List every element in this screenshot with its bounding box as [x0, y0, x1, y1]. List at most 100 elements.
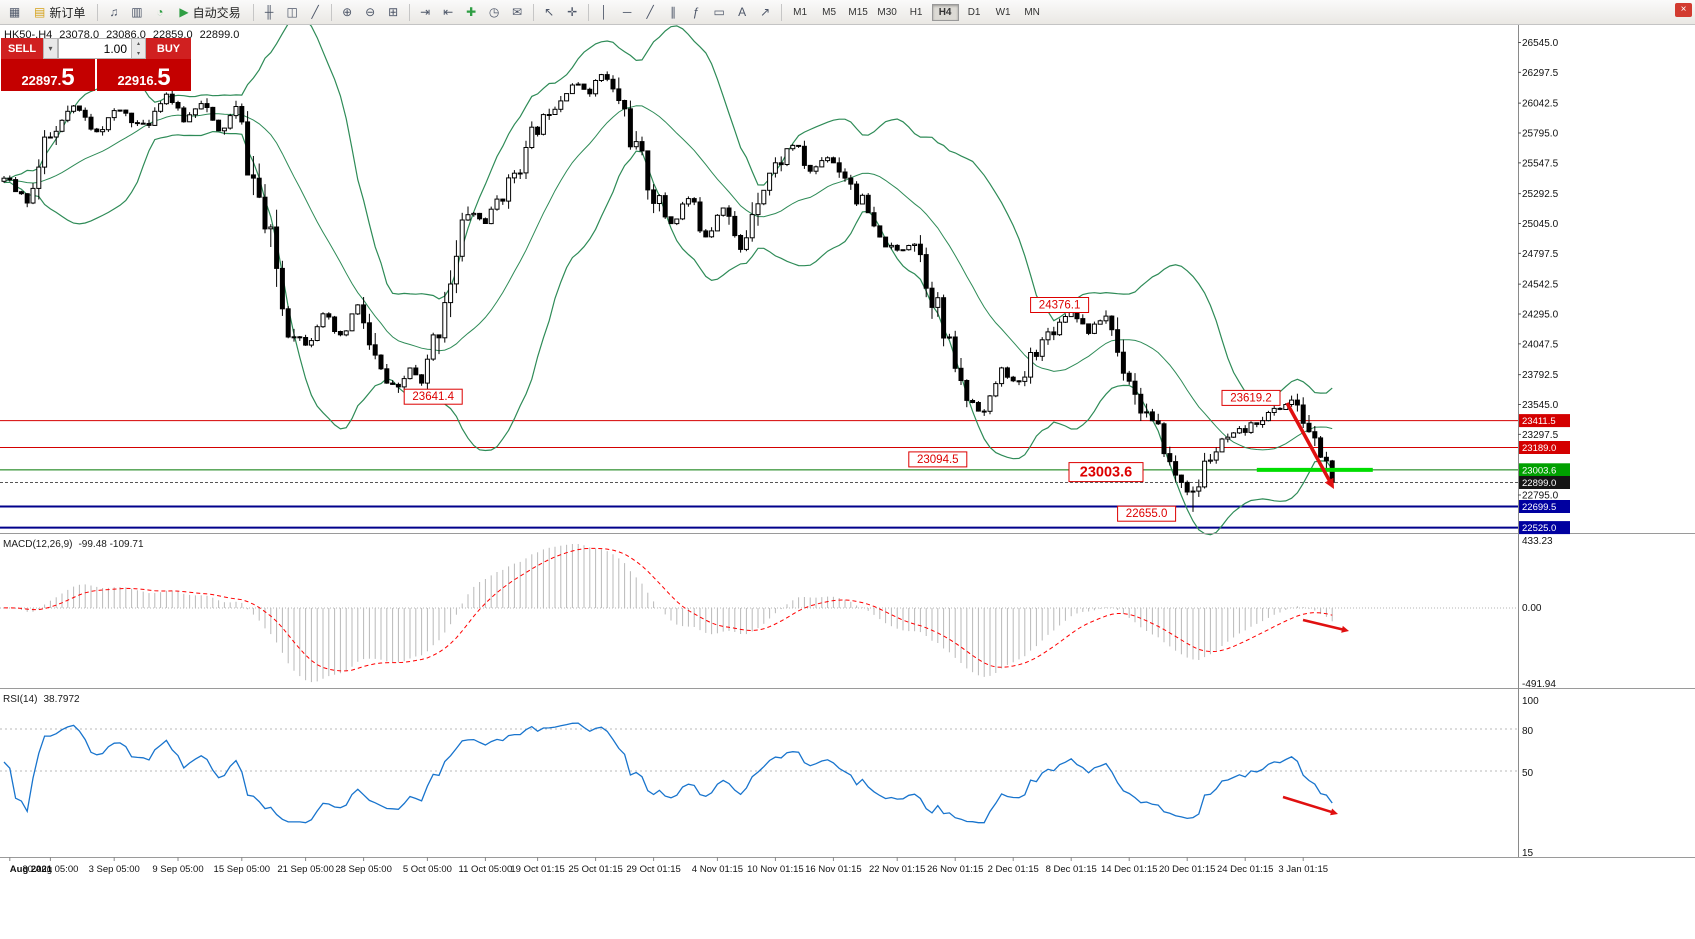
toolbar: ▦ ▤ 新订单 ♫ ▥ ◔ ▶ 自动交易 ╫ ◫ ╱ ⊕ ⊖ ⊞ ⇥ ⇤ ✚ ◷ ✉ ↖ ✛ │ ─ ╱ ∥ ƒ ▭ A ↗ M1 M5 M1… — [0, 0, 1695, 25]
svg-text:30 Aug 05:00: 30 Aug 05:00 — [22, 864, 78, 875]
chart-shift-icon[interactable]: ⇤ — [443, 5, 454, 19]
price-annotation — [1068, 462, 1144, 483]
line-chart-icon[interactable]: ╱ — [311, 5, 319, 19]
auto-scroll-icon[interactable]: ⇥ — [420, 5, 431, 19]
equidistant-channel-icon[interactable]: ∥ — [670, 5, 677, 19]
volume-down-icon[interactable]: ▾ — [136, 50, 140, 57]
volume-input[interactable] — [58, 38, 132, 59]
trendline-icon[interactable]: ╱ — [646, 5, 654, 19]
bar-chart-icon[interactable]: ╫ — [264, 5, 274, 19]
svg-text:11 Oct 05:00: 11 Oct 05:00 — [459, 864, 513, 875]
candlesticks — [1, 71, 1335, 512]
svg-text:3 Sep 05:00: 3 Sep 05:00 — [89, 864, 140, 875]
tile-windows-icon[interactable]: ⊞ — [388, 5, 399, 19]
svg-text:4 Nov 01:15: 4 Nov 01:15 — [692, 864, 743, 875]
svg-text:19 Oct 01:15: 19 Oct 01:15 — [510, 864, 564, 875]
svg-text:23619.2: 23619.2 — [1230, 392, 1272, 404]
svg-text:23003.6: 23003.6 — [1080, 465, 1132, 481]
timeframe-m30[interactable]: M30 — [877, 6, 897, 18]
svg-text:23189.0: 23189.0 — [1522, 443, 1556, 454]
svg-text:2 Dec 01:15: 2 Dec 01:15 — [988, 864, 1039, 875]
svg-text:29 Oct 01:15: 29 Oct 01:15 — [626, 864, 680, 875]
svg-text:3 Jan 01:15: 3 Jan 01:15 — [1278, 864, 1328, 875]
order-type-dropdown[interactable]: ▾ — [43, 38, 58, 59]
speaker-icon[interactable]: ♫ — [109, 5, 119, 19]
svg-text:26545.0: 26545.0 — [1522, 38, 1559, 49]
svg-text:28 Sep 05:00: 28 Sep 05:00 — [335, 864, 392, 875]
axis-price-badge — [1519, 463, 1570, 477]
zoom-in-icon[interactable]: ⊕ — [342, 5, 353, 19]
svg-text:23411.5: 23411.5 — [1522, 416, 1556, 427]
price-annotation — [1221, 389, 1281, 406]
window-close-button[interactable]: × — [1675, 3, 1692, 17]
auto-trading-button[interactable]: ▶ 自动交易 — [172, 3, 247, 22]
toolbar-separator — [252, 3, 254, 21]
buy-price-display[interactable]: 22916. 5 — [97, 59, 191, 91]
timeframe-d1[interactable]: D1 — [967, 6, 981, 18]
svg-text:15 Sep 05:00: 15 Sep 05:00 — [214, 864, 271, 875]
timeframe-h1[interactable]: H1 — [909, 6, 923, 18]
svg-text:10 Nov 01:15: 10 Nov 01:15 — [747, 864, 804, 875]
new-order-button[interactable]: ▤ 新订单 — [27, 3, 92, 22]
svg-text:22525.0: 22525.0 — [1522, 523, 1556, 534]
arrow-objects-icon[interactable]: ↗ — [760, 5, 771, 19]
svg-text:25795.0: 25795.0 — [1522, 129, 1559, 140]
toolbar-separator — [532, 3, 534, 21]
svg-text:22 Nov 01:15: 22 Nov 01:15 — [869, 864, 926, 875]
sell-price-display[interactable]: 22897. 5 — [1, 59, 95, 91]
price-axis[interactable]: 26545.0 26297.5 26042.5 25795.0 25547.5 25292… — [1518, 38, 1570, 535]
macd-pane[interactable]: 433.23 0.00 -491.94 — [0, 536, 1556, 690]
svg-text:24542.5: 24542.5 — [1522, 280, 1559, 291]
svg-text:433.23: 433.23 — [1522, 536, 1553, 547]
shapes-icon[interactable]: ▭ — [713, 5, 725, 19]
zoom-out-icon[interactable]: ⊖ — [365, 5, 376, 19]
svg-text:22795.0: 22795.0 — [1522, 491, 1559, 502]
text-label-icon[interactable]: A — [738, 5, 747, 19]
timeframe-w1[interactable]: W1 — [995, 6, 1011, 18]
svg-text:26 Nov 01:15: 26 Nov 01:15 — [927, 864, 984, 875]
cursor-icon[interactable]: ↖ — [544, 5, 555, 19]
chart-profile-icon[interactable]: ▥ — [131, 5, 143, 19]
new-order-icon: ▤ — [34, 5, 46, 19]
periods-icon[interactable]: ◷ — [488, 5, 500, 19]
price-annotation — [1117, 505, 1177, 522]
timeframe-h4[interactable]: H4 — [931, 3, 959, 21]
timeframe-m1[interactable]: M1 — [793, 6, 808, 18]
axis-price-badge — [1519, 521, 1570, 535]
svg-text:-491.94: -491.94 — [1522, 679, 1556, 690]
timeframe-m5[interactable]: M5 — [822, 6, 837, 18]
macd-label: MACD(12,26,9) -99.48 -109.71 — [3, 539, 144, 550]
volume-up-icon[interactable]: ▴ — [136, 41, 140, 48]
svg-text:20 Dec 01:15: 20 Dec 01:15 — [1159, 864, 1216, 875]
crosshair-icon[interactable]: ✛ — [567, 5, 578, 19]
indicators-icon[interactable]: ✚ — [466, 5, 477, 19]
axis-price-badge — [1519, 414, 1570, 428]
vertical-line-icon[interactable]: │ — [600, 5, 608, 19]
chart-window-icon[interactable]: ▦ — [8, 5, 21, 19]
svg-text:23003.6: 23003.6 — [1522, 465, 1556, 476]
trend-arrows[interactable] — [1282, 402, 1349, 816]
sell-button[interactable]: SELL — [1, 38, 43, 59]
svg-text:9 Sep 05:00: 9 Sep 05:00 — [152, 864, 203, 875]
horizontal-line-icon[interactable]: ─ — [622, 5, 632, 19]
volume-stepper[interactable]: ▴ ▾ — [132, 38, 146, 59]
svg-text:25547.5: 25547.5 — [1522, 158, 1559, 169]
svg-text:26297.5: 26297.5 — [1522, 68, 1559, 79]
timeframe-mn[interactable]: MN — [1024, 6, 1040, 18]
buy-button[interactable]: BUY — [146, 38, 191, 59]
templates-icon[interactable]: ✉ — [512, 5, 523, 19]
candlestick-chart-icon[interactable]: ◫ — [286, 5, 298, 19]
alerts-icon[interactable]: ◔ — [156, 5, 164, 19]
auto-trading-icon: ▶ — [179, 5, 189, 19]
timeframe-m15[interactable]: M15 — [848, 6, 868, 18]
fibonacci-icon[interactable]: ƒ — [692, 5, 700, 19]
rsi-pane[interactable]: 100 80 50 15 — [0, 696, 1539, 859]
svg-text:23545.0: 23545.0 — [1522, 400, 1559, 411]
svg-text:25 Oct 01:15: 25 Oct 01:15 — [568, 864, 622, 875]
svg-text:15: 15 — [1522, 848, 1534, 859]
axis-price-badge — [1519, 500, 1570, 513]
ohlc-close: 22899.0 — [199, 29, 240, 41]
